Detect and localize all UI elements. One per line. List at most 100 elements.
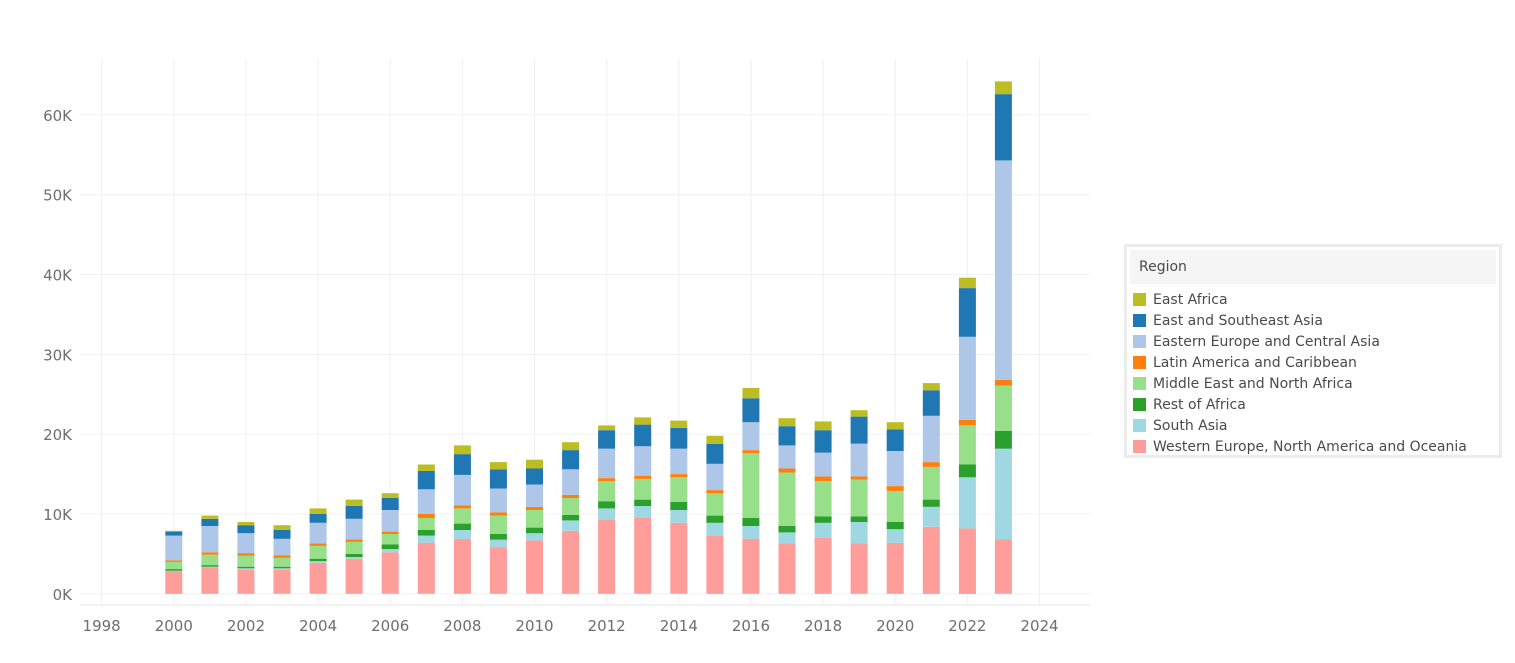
bar-segment[interactable] bbox=[453, 474, 471, 506]
bar-segment[interactable] bbox=[309, 522, 327, 544]
bar-segment[interactable] bbox=[994, 431, 1012, 449]
bar-segment[interactable] bbox=[814, 421, 832, 431]
bar-segment[interactable] bbox=[562, 469, 580, 495]
bar-segment[interactable] bbox=[417, 518, 435, 530]
bar-segment[interactable] bbox=[526, 468, 543, 485]
bar-segment[interactable] bbox=[526, 540, 543, 594]
legend-item[interactable]: Rest of Africa bbox=[1133, 394, 1499, 415]
bar-segment[interactable] bbox=[165, 570, 183, 572]
bar-segment[interactable] bbox=[381, 498, 399, 510]
bar-segment[interactable] bbox=[886, 422, 904, 430]
bar-segment[interactable] bbox=[670, 477, 688, 502]
bar-segment[interactable] bbox=[994, 539, 1012, 594]
bar-segment[interactable] bbox=[309, 558, 327, 562]
bar-segment[interactable] bbox=[237, 553, 255, 556]
bar-segment[interactable] bbox=[165, 571, 183, 594]
bar-segment[interactable] bbox=[237, 525, 255, 534]
bar-segment[interactable] bbox=[670, 448, 688, 475]
bar-segment[interactable] bbox=[489, 462, 507, 470]
bar-segment[interactable] bbox=[345, 553, 363, 558]
bar-segment[interactable] bbox=[345, 539, 363, 542]
bar-segment[interactable] bbox=[417, 542, 435, 594]
bar-segment[interactable] bbox=[922, 462, 940, 467]
bar-segment[interactable] bbox=[273, 569, 291, 594]
bar-segment[interactable] bbox=[381, 531, 399, 534]
bar-segment[interactable] bbox=[706, 493, 724, 516]
bar-segment[interactable] bbox=[237, 522, 255, 526]
bar-segment[interactable] bbox=[850, 476, 868, 480]
bar-segment[interactable] bbox=[922, 383, 940, 391]
bar-segment[interactable] bbox=[850, 522, 868, 544]
bar-segment[interactable] bbox=[345, 518, 363, 540]
bar-segment[interactable] bbox=[201, 552, 219, 555]
bar-segment[interactable] bbox=[958, 477, 976, 529]
bar-segment[interactable] bbox=[634, 446, 652, 476]
bar-segment[interactable] bbox=[742, 518, 760, 526]
bar-segment[interactable] bbox=[634, 424, 652, 447]
bar-segment[interactable] bbox=[922, 390, 940, 416]
bar-segment[interactable] bbox=[345, 558, 363, 594]
bar-segment[interactable] bbox=[742, 398, 760, 423]
bar-segment[interactable] bbox=[814, 481, 832, 517]
bar-segment[interactable] bbox=[381, 493, 399, 498]
bar-segment[interactable] bbox=[562, 514, 580, 521]
bar-segment[interactable] bbox=[598, 430, 616, 449]
bar-segment[interactable] bbox=[670, 502, 688, 510]
legend-item[interactable]: Latin America and Caribbean bbox=[1133, 352, 1499, 373]
bar-segment[interactable] bbox=[814, 452, 832, 477]
bar-segment[interactable] bbox=[489, 469, 507, 489]
bar-segment[interactable] bbox=[417, 530, 435, 536]
bar-segment[interactable] bbox=[165, 535, 183, 561]
bar-segment[interactable] bbox=[778, 445, 796, 469]
bar-segment[interactable] bbox=[958, 464, 976, 478]
bar-segment[interactable] bbox=[237, 569, 255, 594]
bar-segment[interactable] bbox=[706, 463, 724, 490]
bar-segment[interactable] bbox=[201, 518, 219, 526]
bar-segment[interactable] bbox=[634, 475, 652, 479]
bar-segment[interactable] bbox=[309, 508, 327, 514]
bar-segment[interactable] bbox=[778, 532, 796, 544]
bar-segment[interactable] bbox=[778, 418, 796, 427]
bar-segment[interactable] bbox=[994, 160, 1012, 380]
bar-segment[interactable] bbox=[958, 277, 976, 289]
bar-segment[interactable] bbox=[598, 478, 616, 482]
bar-segment[interactable] bbox=[417, 535, 435, 543]
bar-segment[interactable] bbox=[526, 510, 543, 528]
bar-segment[interactable] bbox=[778, 526, 796, 533]
bar-segment[interactable] bbox=[526, 484, 543, 507]
legend-item[interactable]: East Africa bbox=[1133, 289, 1499, 310]
bar-segment[interactable] bbox=[922, 526, 940, 594]
bar-segment[interactable] bbox=[345, 557, 363, 559]
bar-segment[interactable] bbox=[562, 520, 580, 531]
bar-segment[interactable] bbox=[489, 488, 507, 513]
bar-segment[interactable] bbox=[526, 459, 543, 469]
bar-segment[interactable] bbox=[598, 501, 616, 509]
bar-segment[interactable] bbox=[706, 522, 724, 536]
bar-segment[interactable] bbox=[201, 566, 219, 568]
bar-segment[interactable] bbox=[850, 443, 868, 477]
bar-segment[interactable] bbox=[850, 479, 868, 517]
bar-segment[interactable] bbox=[381, 510, 399, 532]
bar-segment[interactable] bbox=[417, 514, 435, 518]
bar-segment[interactable] bbox=[562, 494, 580, 498]
bar-segment[interactable] bbox=[886, 542, 904, 594]
bar-segment[interactable] bbox=[886, 490, 904, 522]
bar-segment[interactable] bbox=[417, 464, 435, 471]
bar-segment[interactable] bbox=[453, 530, 471, 539]
bar-segment[interactable] bbox=[634, 499, 652, 506]
bar-segment[interactable] bbox=[417, 470, 435, 490]
bar-segment[interactable] bbox=[886, 429, 904, 451]
bar-segment[interactable] bbox=[922, 499, 940, 507]
bar-segment[interactable] bbox=[634, 506, 652, 518]
bar-segment[interactable] bbox=[165, 569, 183, 571]
bar-segment[interactable] bbox=[886, 450, 904, 486]
bar-segment[interactable] bbox=[994, 94, 1012, 161]
bar-segment[interactable] bbox=[706, 490, 724, 494]
bar-segment[interactable] bbox=[742, 526, 760, 539]
bar-segment[interactable] bbox=[273, 555, 291, 558]
bar-segment[interactable] bbox=[922, 466, 940, 500]
bar-segment[interactable] bbox=[994, 448, 1012, 540]
bar-segment[interactable] bbox=[994, 81, 1012, 95]
legend-item[interactable]: Middle East and North Africa bbox=[1133, 373, 1499, 394]
bar-segment[interactable] bbox=[273, 566, 291, 569]
